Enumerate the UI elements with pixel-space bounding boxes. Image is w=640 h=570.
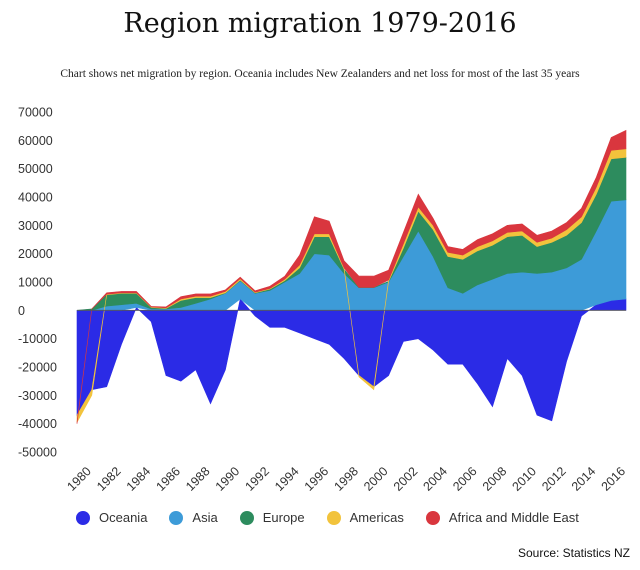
y-tick-label: 20000 xyxy=(18,247,53,261)
x-tick-label: 1994 xyxy=(272,464,302,494)
x-tick-label: 1992 xyxy=(242,464,272,494)
x-tick-label: 1988 xyxy=(183,464,213,494)
x-tick-label: 1998 xyxy=(331,464,361,494)
x-tick-label: 2012 xyxy=(539,464,569,494)
x-tick-label: 2006 xyxy=(450,464,480,494)
y-tick-label: 50000 xyxy=(18,162,53,176)
x-tick-label: 1980 xyxy=(64,464,94,494)
legend-label-africa-middle-east: Africa and Middle East xyxy=(448,510,579,525)
x-tick-label: 1984 xyxy=(124,464,154,494)
chart-title: Region migration 1979-2016 xyxy=(123,8,517,39)
x-tick-label: 1982 xyxy=(94,464,124,494)
y-tick-label: 0 xyxy=(18,304,25,318)
y-tick-label: 30000 xyxy=(18,219,53,233)
legend-label-oceania: Oceania xyxy=(99,510,148,525)
y-tick-label: 70000 xyxy=(18,106,53,120)
x-tick-label: 1986 xyxy=(153,464,183,494)
chart-subtitle: Chart shows net migration by region. Oce… xyxy=(60,68,580,80)
series-area-oceania[interactable] xyxy=(76,298,627,422)
x-tick-label: 2010 xyxy=(510,464,540,494)
legend-item-africa-middle-east[interactable]: Africa and Middle East xyxy=(425,510,579,525)
y-tick-label: -10000 xyxy=(18,332,57,346)
y-tick-label: -20000 xyxy=(18,361,57,375)
legend-item-europe[interactable]: Europe xyxy=(239,510,305,525)
y-tick-label: 60000 xyxy=(18,134,53,148)
x-axis-ticks: 1980 1982 1984 1986 1988 1990 1992 1994 1996 1998… xyxy=(64,464,628,494)
legend-dot-europe xyxy=(239,510,254,525)
legend-item-asia[interactable]: Asia xyxy=(169,510,218,525)
legend-item-americas[interactable]: Americas xyxy=(326,510,404,525)
x-tick-label: 1990 xyxy=(213,464,243,494)
legend-item-oceania[interactable]: Oceania xyxy=(76,510,147,525)
legend-label-americas: Americas xyxy=(349,510,404,525)
x-tick-label: 2008 xyxy=(480,464,510,494)
legend: Oceania Asia Europe Americas Africa and … xyxy=(76,510,579,525)
y-tick-label: -50000 xyxy=(18,446,57,460)
x-tick-label: 1996 xyxy=(302,464,332,494)
legend-label-asia: Asia xyxy=(192,510,218,525)
legend-dot-africa-middle-east xyxy=(425,510,440,525)
y-tick-label: -30000 xyxy=(18,389,57,403)
series-area-africa-and-middle-east[interactable] xyxy=(76,129,627,424)
x-tick-label: 2002 xyxy=(391,464,421,494)
legend-label-europe: Europe xyxy=(262,510,305,525)
y-tick-label: 10000 xyxy=(18,276,53,290)
y-tick-label: 40000 xyxy=(18,191,53,205)
x-tick-label: 2004 xyxy=(420,464,450,494)
legend-dot-americas xyxy=(326,510,341,525)
legend-dot-asia xyxy=(169,510,184,525)
source-note: Source: Statistics NZ xyxy=(517,546,630,560)
x-tick-label: 2014 xyxy=(569,464,599,494)
y-tick-label: -40000 xyxy=(18,417,57,431)
series-areas xyxy=(76,129,627,424)
legend-dot-oceania xyxy=(76,510,90,525)
area-chart: -50000 -40000 -30000 -20000 -10000 0 10000 2000… xyxy=(18,106,628,494)
x-tick-label: 2016 xyxy=(599,464,629,494)
x-tick-label: 2000 xyxy=(361,464,391,494)
y-axis-ticks: -50000 -40000 -30000 -20000 -10000 0 10000 2000… xyxy=(18,106,57,460)
